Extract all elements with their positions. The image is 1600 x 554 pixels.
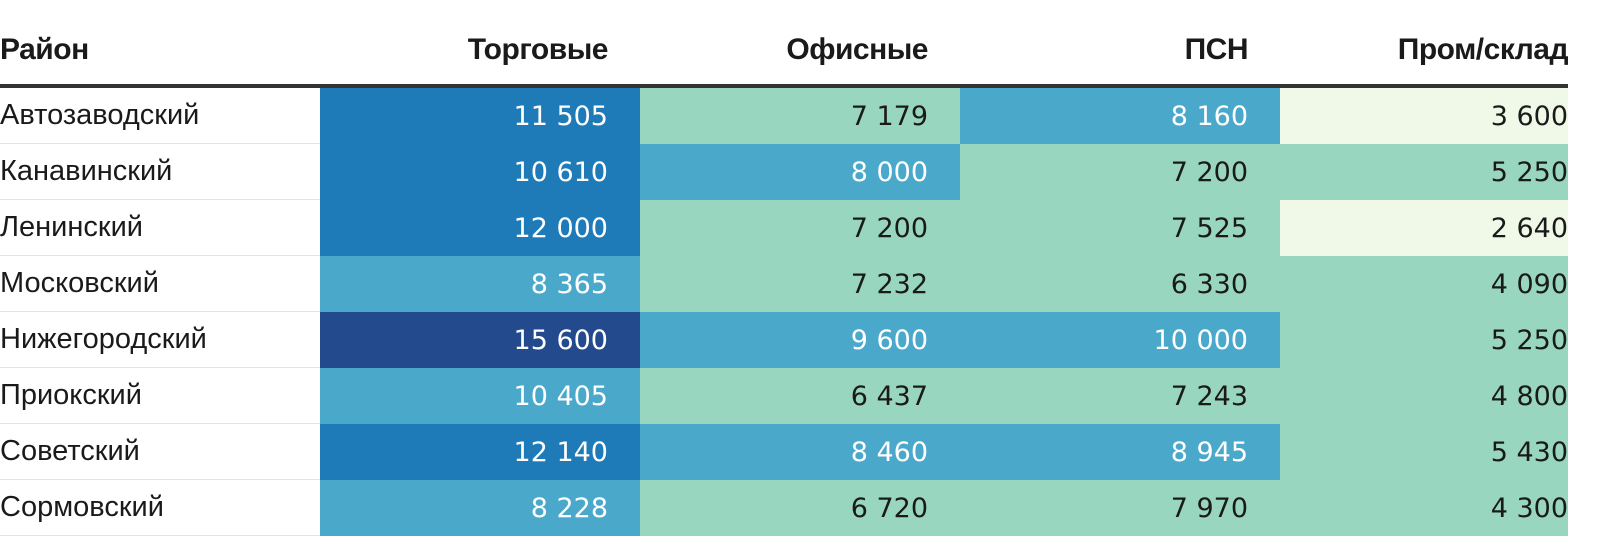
cell-value: 7 200: [1170, 156, 1248, 188]
table-row: Автозаводский 11 505 7 179 8 160 3 600: [0, 88, 1568, 144]
table-header: Район Торговые Офисные ПСН Пром/склад: [0, 0, 1569, 88]
table-row: Советский 12 140 8 460 8 945 5 430: [0, 424, 1568, 480]
column-header-district: Район: [0, 33, 89, 66]
cell-value: 9 600: [850, 324, 928, 356]
heatmap-cell-industrial: 2 640: [1280, 200, 1568, 256]
cell-value: 10 405: [513, 380, 608, 412]
column-header-psn: ПСН: [1184, 33, 1249, 66]
heatmap-cell-retail: 10 610: [320, 144, 640, 200]
cell-value: 8 460: [850, 436, 928, 468]
cell-value: 5 430: [1490, 436, 1568, 468]
cell-value: 8 945: [1170, 436, 1248, 468]
district-name: Советский: [0, 424, 320, 480]
heatmap-cell-psn: 10 000: [960, 312, 1280, 368]
cell-value: 6 330: [1170, 268, 1248, 300]
cell-value: 7 525: [1170, 212, 1248, 244]
cell-value: 10 000: [1153, 324, 1248, 356]
cell-value: 12 000: [513, 212, 608, 244]
heatmap-cell-retail: 11 505: [320, 88, 640, 144]
heatmap-cell-psn: 7 970: [960, 480, 1280, 536]
table-row: Московский 8 365 7 232 6 330 4 090: [0, 256, 1568, 312]
cell-value: 7 243: [1170, 380, 1248, 412]
heatmap-cell-office: 9 600: [640, 312, 960, 368]
heatmap-cell-psn: 8 160: [960, 88, 1280, 144]
heatmap-cell-industrial: 4 800: [1280, 368, 1568, 424]
district-name: Московский: [0, 256, 320, 312]
cell-value: 2 640: [1490, 212, 1568, 244]
cell-value: 15 600: [513, 324, 608, 356]
heatmap-cell-industrial: 4 090: [1280, 256, 1568, 312]
heatmap-cell-retail: 10 405: [320, 368, 640, 424]
cell-value: 4 300: [1490, 492, 1568, 524]
cell-value: 4 800: [1490, 380, 1568, 412]
cell-value: 12 140: [513, 436, 608, 468]
heatmap-cell-office: 8 000: [640, 144, 960, 200]
cell-value: 7 179: [850, 100, 928, 132]
heatmap-cell-office: 7 200: [640, 200, 960, 256]
heatmap-cell-psn: 7 525: [960, 200, 1280, 256]
heatmap-cell-retail: 12 140: [320, 424, 640, 480]
heatmap-cell-industrial: 5 430: [1280, 424, 1568, 480]
heatmap-cell-psn: 7 200: [960, 144, 1280, 200]
cell-value: 6 437: [850, 380, 928, 412]
district-name: Сормовский: [0, 480, 320, 536]
cell-value: 8 000: [850, 156, 928, 188]
table-row: Канавинский 10 610 8 000 7 200 5 250: [0, 144, 1568, 200]
heatmap-cell-retail: 8 228: [320, 480, 640, 536]
cell-value: 7 200: [850, 212, 928, 244]
heatmap-cell-office: 6 720: [640, 480, 960, 536]
district-name: Автозаводский: [0, 88, 320, 144]
cell-value: 7 232: [850, 268, 928, 300]
heatmap-cell-office: 6 437: [640, 368, 960, 424]
heatmap-cell-office: 7 232: [640, 256, 960, 312]
table-row: Ленинский 12 000 7 200 7 525 2 640: [0, 200, 1568, 256]
heatmap-cell-psn: 8 945: [960, 424, 1280, 480]
heatmap-table: Район Торговые Офисные ПСН Пром/склад Ав…: [0, 0, 1569, 536]
cell-value: 3 600: [1490, 100, 1568, 132]
heatmap-cell-industrial: 5 250: [1280, 144, 1568, 200]
district-name: Нижегородский: [0, 312, 320, 368]
heatmap-cell-industrial: 5 250: [1280, 312, 1568, 368]
heatmap-cell-industrial: 4 300: [1280, 480, 1568, 536]
table-row: Приокский 10 405 6 437 7 243 4 800: [0, 368, 1568, 424]
heatmap-cell-retail: 15 600: [320, 312, 640, 368]
cell-value: 4 090: [1490, 268, 1568, 300]
district-name: Канавинский: [0, 144, 320, 200]
cell-value: 11 505: [513, 100, 608, 132]
cell-value: 7 970: [1170, 492, 1248, 524]
column-header-industrial: Пром/склад: [1397, 33, 1569, 66]
cell-value: 6 720: [850, 492, 928, 524]
cell-value: 8 228: [530, 492, 608, 524]
cell-value: 5 250: [1490, 324, 1568, 356]
heatmap-cell-office: 7 179: [640, 88, 960, 144]
cell-value: 5 250: [1490, 156, 1568, 188]
table-row: Нижегородский 15 600 9 600 10 000 5 250: [0, 312, 1568, 368]
cell-value: 10 610: [513, 156, 608, 188]
heatmap-cell-retail: 8 365: [320, 256, 640, 312]
column-header-retail: Торговые: [467, 33, 609, 66]
heatmap-cell-industrial: 3 600: [1280, 88, 1568, 144]
heatmap-cell-psn: 7 243: [960, 368, 1280, 424]
cell-value: 8 160: [1170, 100, 1248, 132]
cell-value: 8 365: [530, 268, 608, 300]
district-name: Ленинский: [0, 200, 320, 256]
column-header-office: Офисные: [786, 33, 928, 66]
table-row: Сормовский 8 228 6 720 7 970 4 300: [0, 480, 1568, 536]
heatmap-cell-psn: 6 330: [960, 256, 1280, 312]
table-body: Автозаводский 11 505 7 179 8 160 3 600 Канави…: [0, 88, 1568, 536]
district-name: Приокский: [0, 368, 320, 424]
heatmap-cell-retail: 12 000: [320, 200, 640, 256]
heatmap-cell-office: 8 460: [640, 424, 960, 480]
